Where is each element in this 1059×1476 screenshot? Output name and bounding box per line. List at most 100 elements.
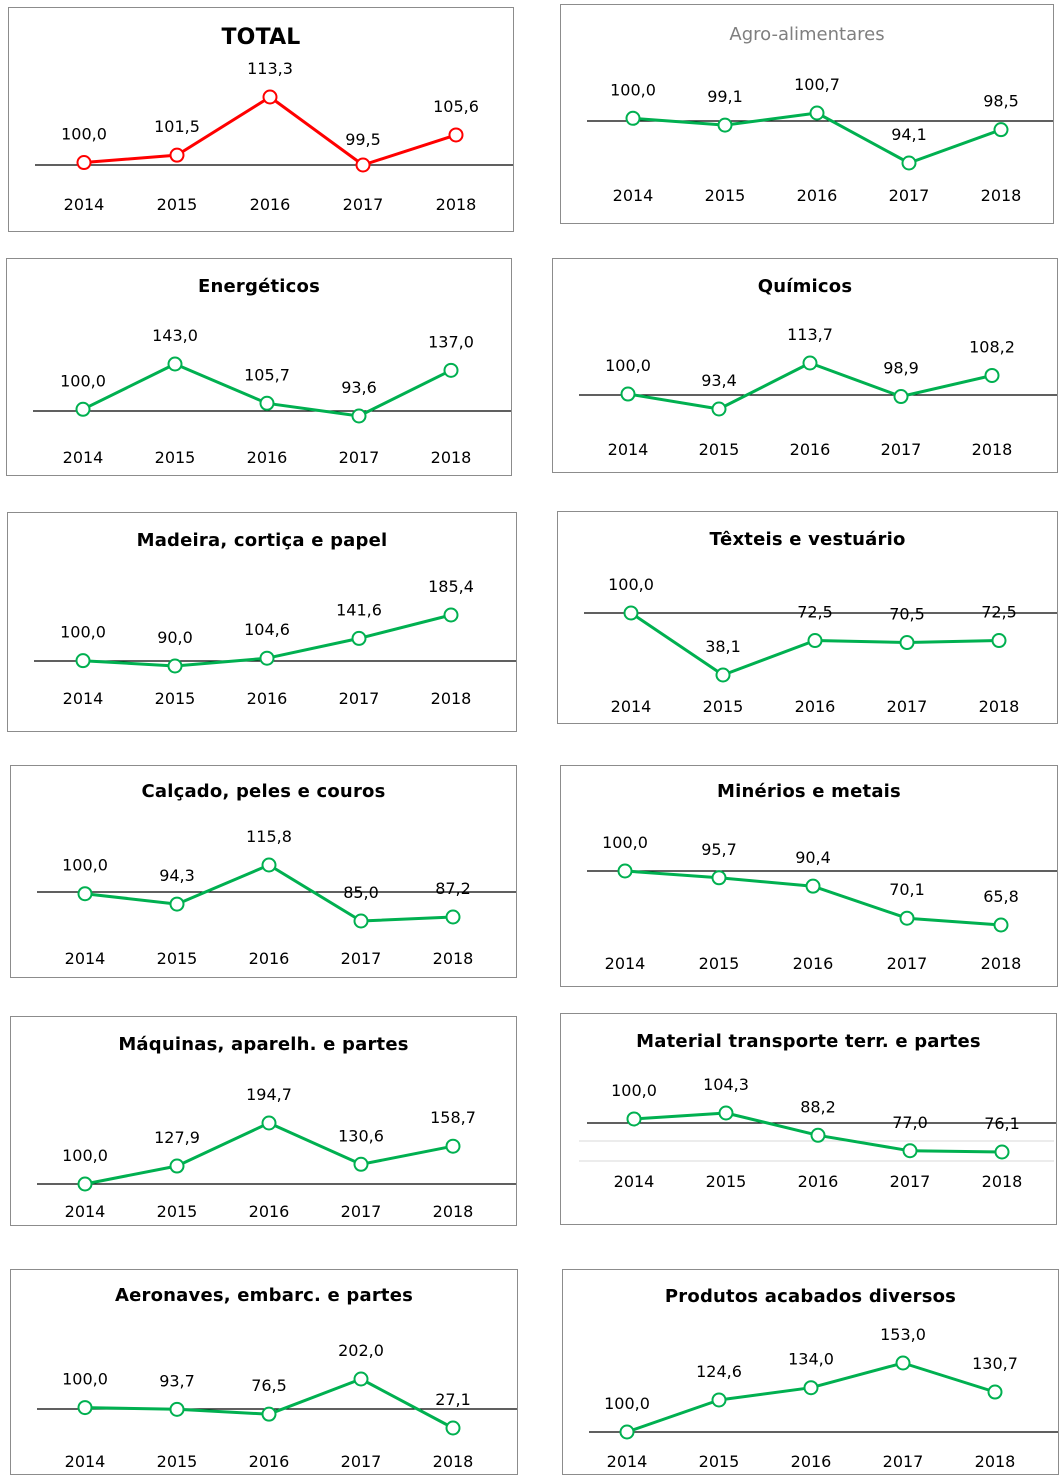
- x-tick-label: 2017: [339, 689, 380, 708]
- x-tick-label: 2017: [339, 448, 380, 467]
- x-tick-label: 2014: [613, 186, 654, 205]
- data-point: [259, 395, 275, 411]
- line-chart: 100,0 2014 104,3 2015 88,2 2016 77,0 2017 76,1 20…: [579, 1075, 1056, 1191]
- series-line: [84, 863, 454, 923]
- data-label: 100,0: [62, 1146, 108, 1165]
- line-chart: 100,0 2014 38,1 2015 72,5 2016 70,5 2017 72,5 201…: [584, 575, 1057, 716]
- data-label: 100,0: [62, 1370, 108, 1389]
- data-label: 130,6: [338, 1126, 384, 1145]
- data-label: 93,4: [701, 371, 737, 390]
- chart-panel-transporte: Material transporte terr. e partes 100,0 2…: [560, 1013, 1057, 1225]
- data-label: 143,0: [152, 326, 198, 345]
- data-point: [76, 155, 92, 171]
- data-label: 108,2: [969, 337, 1015, 356]
- line-chart: 100,0 2014 124,6 2015 134,0 2016 153,0 2017 130,…: [589, 1325, 1058, 1471]
- series-line: [83, 95, 457, 167]
- data-point: [902, 1143, 918, 1159]
- x-tick-label: 2017: [341, 1452, 382, 1471]
- x-tick-label: 2016: [798, 1172, 839, 1191]
- line-chart: 100,0 2014 101,5 2015 113,3 2016 99,5 2017 105,6…: [35, 59, 513, 214]
- data-point: [895, 1355, 911, 1371]
- data-point: [619, 1424, 635, 1440]
- chart-title: TOTAL: [221, 24, 301, 50]
- chart-panel-agro: Agro-alimentares 100,0 2014 99,1 2015 100,7 20…: [560, 4, 1054, 224]
- chart-panel-aeronaves: Aeronaves, embarc. e partes 100,0 2014 93,7…: [10, 1269, 518, 1475]
- data-label: 72,5: [797, 603, 833, 622]
- x-tick-label: 2015: [155, 448, 196, 467]
- x-tick-label: 2014: [63, 689, 104, 708]
- x-tick-label: 2017: [883, 1452, 924, 1471]
- x-tick-label: 2015: [157, 195, 198, 214]
- data-label: 185,4: [428, 577, 474, 596]
- x-tick-label: 2018: [431, 448, 472, 467]
- data-point: [987, 1384, 1003, 1400]
- data-point: [717, 117, 733, 133]
- data-point: [351, 408, 367, 424]
- data-label: 141,6: [336, 600, 382, 619]
- data-point: [445, 1420, 461, 1436]
- data-point: [802, 355, 818, 371]
- data-point: [261, 857, 277, 873]
- data-point: [991, 633, 1007, 649]
- data-label: 202,0: [338, 1341, 384, 1360]
- data-label: 99,5: [345, 130, 381, 149]
- chart-title: Aeronaves, embarc. e partes: [114, 1285, 414, 1307]
- data-point: [803, 1380, 819, 1396]
- x-tick-label: 2015: [706, 1172, 747, 1191]
- x-tick-label: 2017: [881, 440, 922, 459]
- data-label: 100,0: [605, 356, 651, 375]
- data-label: 76,1: [984, 1114, 1020, 1133]
- data-point: [620, 386, 636, 402]
- x-tick-label: 2016: [249, 949, 290, 968]
- data-label: 77,0: [892, 1113, 928, 1132]
- line-chart: 100,0 2014 94,3 2015 115,8 2016 85,0 2017 87,2 20…: [37, 827, 516, 968]
- line-chart: 100,0 2014 90,0 2015 104,6 2016 141,6 2017 185,4…: [34, 577, 516, 708]
- data-label: 104,3: [703, 1075, 749, 1094]
- series-line: [84, 1121, 454, 1186]
- x-tick-label: 2016: [249, 1202, 290, 1221]
- data-point: [893, 389, 909, 405]
- x-tick-label: 2016: [791, 1452, 832, 1471]
- data-label: 100,0: [608, 575, 654, 594]
- x-tick-label: 2014: [607, 1452, 648, 1471]
- chart-title: Químicos: [757, 276, 853, 298]
- x-tick-label: 2016: [795, 697, 836, 716]
- line-chart: 100,0 2014 93,4 2015 113,7 2016 98,9 2017 108,2 2…: [579, 325, 1057, 459]
- data-label: 94,3: [159, 866, 195, 885]
- x-tick-label: 2014: [608, 440, 649, 459]
- data-label: 100,0: [62, 856, 108, 875]
- x-tick-label: 2014: [65, 1202, 106, 1221]
- data-label: 100,0: [610, 80, 656, 99]
- data-label: 100,0: [60, 371, 106, 390]
- line-chart: 100,0 2014 127,9 2015 194,7 2016 130,6 2017 158,…: [37, 1085, 516, 1221]
- chart-title: Calçado, peles e couros: [141, 781, 386, 803]
- data-point: [805, 878, 821, 894]
- series-line: [626, 1361, 996, 1434]
- chart-panel-quimicos: Químicos 100,0 2014 93,4 2015 113,7 2016 98,9 20…: [552, 258, 1058, 473]
- data-label: 101,5: [154, 117, 200, 136]
- chart-panel-madeira: Madeira, cortiça e papel 100,0 2014 90,0 201…: [7, 512, 517, 732]
- x-tick-label: 2017: [341, 949, 382, 968]
- data-label: 130,7: [972, 1354, 1018, 1373]
- data-point: [77, 886, 93, 902]
- x-tick-label: 2018: [981, 954, 1022, 973]
- x-tick-label: 2016: [249, 1452, 290, 1471]
- data-point: [899, 910, 915, 926]
- chart-panel-energeticos: Energéticos 100,0 2014 143,0 2015 105,7 2016 93…: [6, 258, 512, 476]
- x-tick-label: 2015: [699, 440, 740, 459]
- x-tick-label: 2016: [250, 195, 291, 214]
- chart-title: Energéticos: [197, 276, 320, 298]
- data-label: 90,0: [157, 628, 193, 647]
- x-tick-label: 2015: [699, 954, 740, 973]
- chart-panel-acabados: Produtos acabados diversos 100,0 2014 124,6…: [562, 1269, 1059, 1475]
- x-tick-label: 2018: [972, 440, 1013, 459]
- x-tick-label: 2017: [887, 954, 928, 973]
- chart-panel-texteis: Têxteis e vestuário 100,0 2014 38,1 2015 72,5…: [557, 511, 1058, 724]
- data-point: [169, 1401, 185, 1417]
- data-label: 98,9: [883, 359, 919, 378]
- data-label: 124,6: [696, 1362, 742, 1381]
- data-point: [167, 658, 183, 674]
- data-label: 100,0: [60, 623, 106, 642]
- chart-title: Máquinas, aparelh. e partes: [118, 1034, 409, 1056]
- line-chart: 100,0 2014 93,7 2015 76,5 2016 202,0 2017 27,1 20…: [37, 1341, 517, 1471]
